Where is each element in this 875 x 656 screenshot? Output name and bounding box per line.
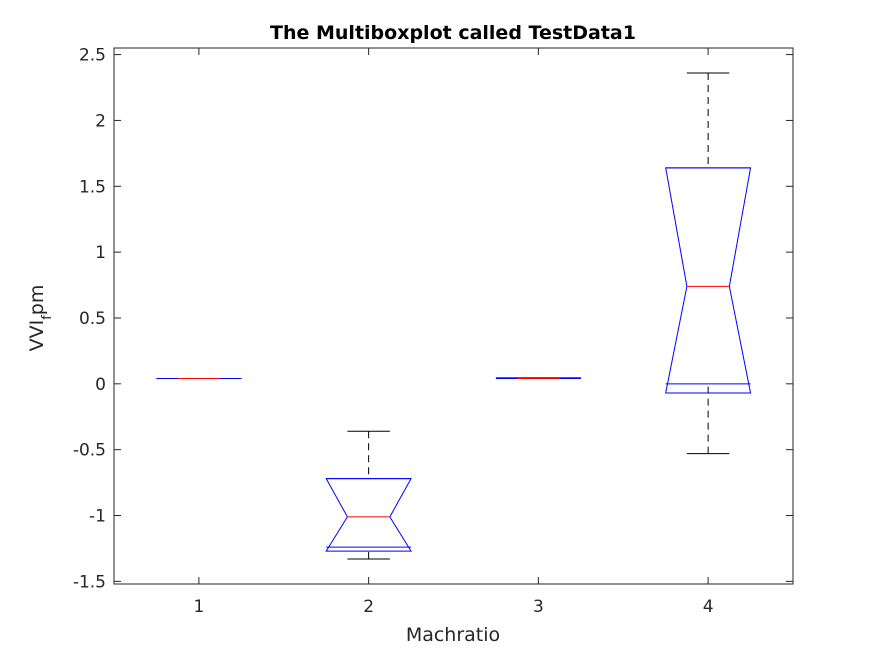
box xyxy=(325,478,412,552)
x-tick-label: 4 xyxy=(703,597,714,617)
y-tick-label: 1.5 xyxy=(79,177,106,197)
axes-frame xyxy=(113,47,794,585)
x-axis-label: Machratio xyxy=(406,624,500,646)
x-tick-label: 1 xyxy=(193,597,204,617)
y-tick-label: 2 xyxy=(95,111,106,131)
x-tick-label: 2 xyxy=(363,597,374,617)
plot-area: -1.5 -1 -0.5 0 0.5 1 1.5 2 2.5 1 2 3 4 xyxy=(73,46,794,617)
chart-title: The Multiboxplot called TestData1 xyxy=(270,22,636,44)
y-tick-label: -1.5 xyxy=(73,572,106,592)
y-tick-label: 2.5 xyxy=(79,46,106,66)
y-axis-label: VVIfpm xyxy=(26,285,55,352)
x-tick-label: 3 xyxy=(533,597,544,617)
y-axis-label-tail: pm xyxy=(26,285,48,316)
y-tick-label: 0 xyxy=(95,375,106,395)
y-tick-label: -0.5 xyxy=(73,441,106,461)
y-tick-label: -1 xyxy=(89,507,106,527)
y-tick-label: 0.5 xyxy=(79,309,106,329)
y-axis-label-subscript: f xyxy=(40,315,55,320)
y-axis-label-main: VVI xyxy=(26,320,48,352)
box xyxy=(665,167,752,394)
y-tick-label: 1 xyxy=(95,243,106,263)
